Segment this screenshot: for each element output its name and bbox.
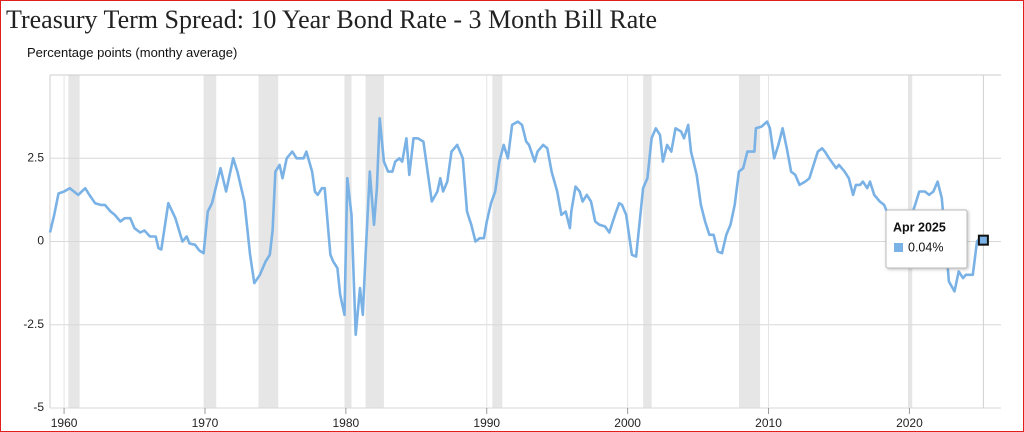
tooltip-swatch [894, 243, 903, 252]
tooltip-title: Apr 2025 [893, 220, 946, 234]
x-tick-label: 2020 [896, 416, 923, 430]
x-tick-label: 1990 [473, 416, 500, 430]
y-tick-label: 2.5 [27, 150, 44, 164]
x-tick-label: 2010 [755, 416, 782, 430]
chart-title: Treasury Term Spread: 10 Year Bond Rate … [6, 5, 657, 34]
x-tick-label: 1980 [333, 416, 360, 430]
tooltip-value: 0.04% [908, 240, 943, 254]
x-tick-label: 1970 [192, 416, 219, 430]
series-line [48, 117, 985, 336]
y-tick-label: -5 [33, 400, 44, 414]
y-tick-label: -2.5 [23, 317, 44, 331]
tooltip-box [885, 209, 968, 269]
x-tick-label: 2000 [614, 416, 641, 430]
hover-marker [977, 234, 989, 246]
x-tick-label: 1960 [51, 416, 78, 430]
y-tick-label: 0 [37, 234, 44, 248]
chart-subtitle: Percentage points (monthy average) [27, 45, 237, 60]
